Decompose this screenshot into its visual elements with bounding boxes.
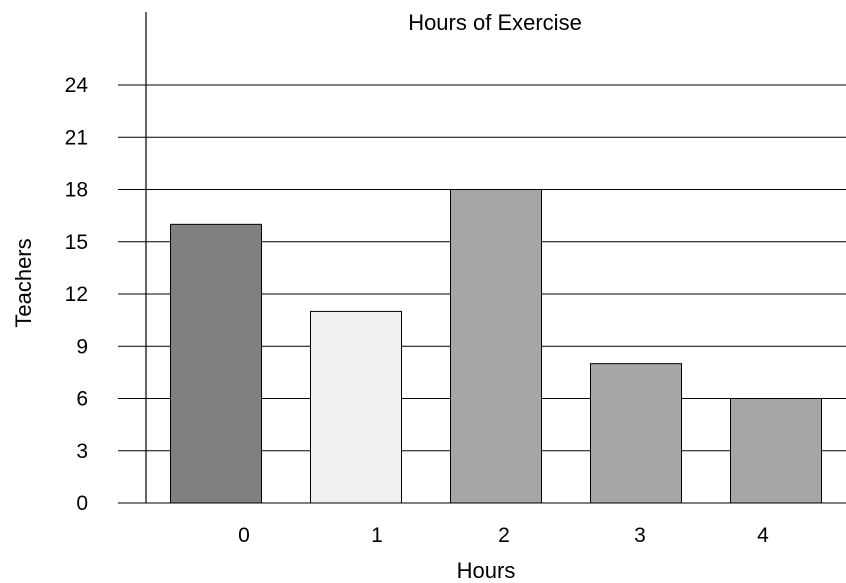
y-tick-label: 3 xyxy=(76,440,88,463)
x-tick-label: 0 xyxy=(238,524,250,547)
bar-4 xyxy=(730,398,822,504)
y-tick-label: 12 xyxy=(65,283,88,306)
bars xyxy=(170,189,822,504)
x-tick-label: 4 xyxy=(757,524,769,547)
x-tick-label: 2 xyxy=(498,524,510,547)
bar-1 xyxy=(310,310,402,504)
y-tick-labels: 0 3 6 9 12 15 18 21 24 xyxy=(65,74,89,515)
y-tick-label: 15 xyxy=(65,231,88,254)
y-tick-label: 9 xyxy=(76,335,88,358)
bar-3 xyxy=(590,363,682,504)
y-tick-label: 21 xyxy=(65,126,88,149)
y-axis-label: Teachers xyxy=(11,238,36,327)
x-tick-label: 3 xyxy=(634,524,646,547)
chart-title: Hours of Exercise xyxy=(408,10,582,35)
y-tick-label: 0 xyxy=(76,492,88,515)
y-tick-label: 24 xyxy=(65,74,89,97)
x-tick-label: 1 xyxy=(371,524,383,547)
x-tick-labels: 0 1 2 3 4 xyxy=(238,524,769,547)
y-tick-label: 6 xyxy=(76,388,88,411)
bar-2 xyxy=(450,189,542,504)
y-tick-label: 18 xyxy=(65,179,88,202)
bar-0 xyxy=(170,223,262,504)
x-axis-label: Hours xyxy=(457,558,516,583)
